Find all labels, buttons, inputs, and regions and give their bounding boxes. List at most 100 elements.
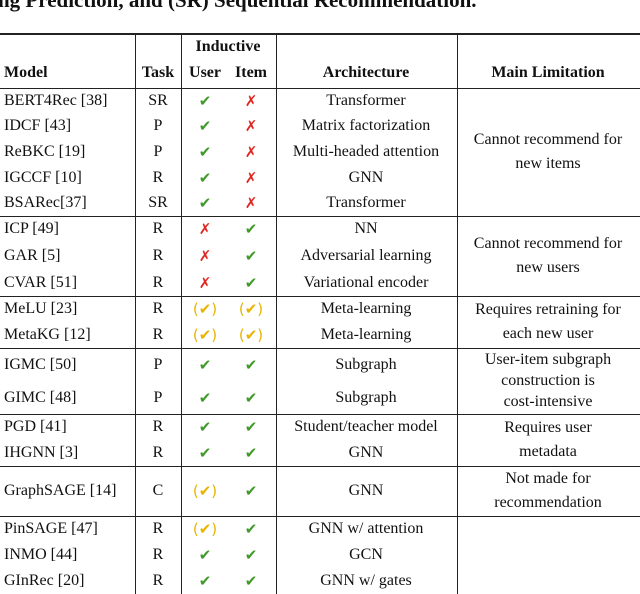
task-cell: P [153,143,163,160]
item-cell: (✔) [238,326,264,345]
architecture-cell: Matrix factorization [301,117,431,135]
model-cell: CVAR [51] [4,273,78,291]
task-cell: SR [148,194,168,212]
limitation-text: Requires user [504,419,592,437]
architecture-cell: Variational encoder [303,273,429,291]
item-cell: ✗ [244,143,258,161]
user-cell: ✔ [198,194,212,213]
item-cell: ✔ [244,247,258,266]
task-cell: C [152,482,164,500]
header-cell: Inductive [195,38,261,55]
task-cell: R [152,520,164,538]
architecture-cell: Meta-learning [320,300,412,318]
user-cell: (✔) [192,520,218,539]
task-cell: R [152,220,164,238]
limitation-text: Requires retraining for [475,301,621,319]
model-cell: ICP [49] [4,220,59,238]
item-cell: ✔ [244,418,258,437]
limitation-text: Cannot recommend for [473,235,623,253]
architecture-cell: Student/teacher model [294,418,438,436]
item-cell: ✔ [244,546,258,565]
user-cell: ✔ [198,143,212,161]
architecture-cell: GNN [348,168,384,186]
task-cell: R [152,418,164,436]
top-rule [0,33,640,35]
architecture-cell: GNN [348,482,384,500]
item-cell: ✔ [244,482,258,501]
task-cell: R [152,168,164,186]
user-cell: ✔ [198,117,212,136]
model-cell: IHGNN [3] [4,444,79,462]
item-cell: ✔ [244,273,258,292]
user-cell: ✔ [198,91,212,110]
header-cell: Main Limitation [491,64,605,81]
user-cell: ✔ [198,444,212,463]
task-cell: P [153,117,163,135]
user-cell: ✔ [198,572,212,591]
user-cell: ✔ [198,168,212,187]
user-cell: ✔ [198,418,212,437]
user-cell: ✔ [198,355,212,374]
model-cell: BSARec[37] [4,194,87,212]
task-cell: R [152,546,164,564]
model-cell: GAR [5] [4,247,61,265]
limitation-text: Cannot recommend for [473,131,623,148]
task-cell: SR [148,91,168,109]
user-cell: ✔ [198,388,212,407]
item-cell: ✗ [244,117,258,136]
architecture-cell: NN [354,220,378,238]
task-cell: R [152,300,164,318]
item-cell: ✗ [244,91,258,110]
item-cell: ✔ [244,220,258,239]
task-cell: R [152,273,164,291]
task-cell: R [152,247,164,265]
header-cell: Model [4,64,48,81]
model-cell: GraphSAGE [14] [4,482,117,500]
col-rule [135,34,136,594]
model-cell: ReBKC [19] [4,143,86,160]
architecture-cell: Subgraph [335,388,397,406]
model-cell: PinSAGE [47] [4,520,98,538]
item-cell: ✔ [244,355,258,374]
limitation-text: metadata [519,443,577,461]
architecture-cell: GNN w/ gates [320,572,412,590]
model-cell: GInRec [20] [4,572,85,590]
limitation-text: recommendation [494,494,602,512]
task-cell: P [153,388,163,406]
item-cell: ✔ [244,388,258,407]
group-rule [0,348,640,350]
architecture-cell: Transformer [326,91,406,109]
model-cell: BERT4Rec [38] [4,91,108,109]
item-cell: ✔ [244,572,258,591]
header-cell: User [189,64,221,81]
item-cell: ✔ [244,520,258,539]
header-rule [0,88,640,89]
item-cell: ✗ [244,194,258,213]
col-rule [276,34,277,594]
architecture-cell: GNN [348,444,384,462]
model-cell: MetaKG [12] [4,326,91,344]
task-cell: R [152,444,164,462]
model-cell: GIMC [48] [4,388,77,406]
col-rule [457,34,458,594]
architecture-cell: GNN w/ attention [308,520,424,538]
header-cell: Item [235,64,267,81]
model-cell: IGMC [50] [4,355,77,373]
limitation-text: Not made for [505,470,591,488]
header-cell: Architecture [322,64,410,81]
user-cell: ✗ [198,247,212,266]
group-rule [0,296,640,298]
limitation-text: User-item subgraph [484,351,612,369]
limitation-text: new users [516,259,580,277]
header-cell: Task [141,64,175,81]
col-rule [181,34,182,594]
task-cell: R [152,572,164,590]
group-rule [0,466,640,468]
architecture-cell: Adversarial learning [300,247,432,265]
user-cell: (✔) [192,482,218,501]
user-cell: ✗ [198,273,212,292]
group-rule [0,414,640,416]
architecture-cell: Transformer [326,194,406,212]
item-cell: ✔ [244,444,258,463]
